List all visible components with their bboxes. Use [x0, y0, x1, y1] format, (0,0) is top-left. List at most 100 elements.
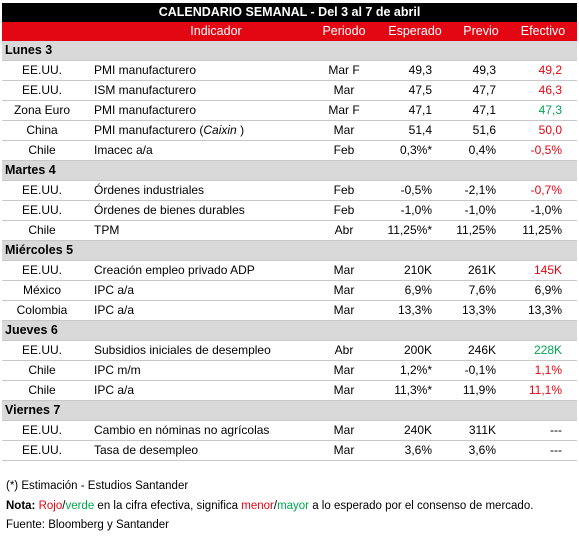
previous: 3,6%: [468, 443, 496, 457]
actual: -0,5%: [530, 143, 562, 157]
actual: 47,3: [538, 103, 562, 117]
country: EE.UU.: [21, 183, 62, 197]
note: Nota: Rojo/verde en la cifra efectiva, s…: [6, 497, 533, 517]
table-title: CALENDARIO SEMANAL - Del 3 al 7 de abril: [2, 3, 577, 22]
expected: 13,3%: [397, 303, 432, 317]
header-cell: Previo: [463, 24, 499, 38]
source: Fuente: Bloomberg y Santander: [6, 519, 170, 531]
actual: 1,1%: [534, 363, 562, 377]
data-row: EE.UU. PMI manufacturero Mar F 49,3 49,3 49,2: [2, 61, 577, 81]
indicator: TPM: [82, 221, 310, 240]
expected: 1,2%*: [399, 363, 432, 377]
indicator-text: IPC a/a: [94, 303, 135, 317]
data-row: México IPC a/a Mar 6,9% 7,6% 6,9%: [2, 281, 577, 301]
period: Mar: [333, 443, 355, 457]
indicator-italic: Caixin: [203, 123, 237, 137]
indicator-text: ISM manufacturero: [94, 83, 197, 97]
country: Chile: [28, 363, 56, 377]
indicator: ISM manufacturero: [82, 81, 310, 100]
previous: 49,3: [472, 63, 496, 77]
previous: 261K: [467, 263, 496, 277]
expected: 240K: [403, 423, 432, 437]
expected: -0,5%: [400, 183, 432, 197]
note-part: verde: [65, 499, 95, 512]
data-row: EE.UU. Creación empleo privado ADP Mar 210K…: [2, 261, 577, 281]
period: Mar: [333, 83, 355, 97]
header-row: Indicador Periodo Esperado Previo Efectivo: [2, 22, 577, 41]
actual: 13,3%: [527, 303, 562, 317]
period: Mar: [333, 263, 355, 277]
previous: 0,4%: [468, 143, 496, 157]
actual: 11,25%: [522, 223, 562, 237]
data-row: Chile Imacec a/a Feb 0,3%* 0,4% -0,5%: [2, 141, 577, 161]
note-part: /: [62, 499, 66, 512]
expected: 11,3%*: [394, 383, 432, 397]
period: Mar: [333, 423, 355, 437]
country: EE.UU.: [21, 343, 62, 357]
period: Feb: [333, 203, 355, 217]
header-spacer: [2, 22, 82, 41]
country: EE.UU.: [21, 263, 62, 277]
indicator: Subsidios iniciales de desempleo: [82, 341, 310, 360]
note-part: menor: [241, 499, 274, 512]
country: Chile: [28, 143, 56, 157]
actual: -1,0%: [530, 203, 562, 217]
indicator-text: Órdenes de bienes durables: [94, 203, 245, 217]
previous: 11,25%: [456, 223, 496, 237]
actual: ---: [550, 443, 562, 457]
data-row: EE.UU. Órdenes de bienes durables Feb -1,0%…: [2, 201, 577, 221]
note-label: Nota:: [6, 499, 36, 512]
previous: 246K: [467, 343, 496, 357]
indicator: Tasa de desempleo: [82, 441, 310, 460]
period: Mar: [333, 383, 355, 397]
footnote: (*) Estimación - Estudios Santander: [6, 480, 189, 492]
day-row: Jueves 6: [2, 321, 577, 341]
day-row: Lunes 3: [2, 41, 577, 61]
actual: 11,1%: [528, 383, 562, 397]
footer: (*) Estimación - Estudios Santander Nota…: [6, 477, 533, 536]
indicator-text: Creación empleo privado ADP: [94, 263, 255, 277]
data-row: EE.UU. ISM manufacturero Mar 47,5 47,7 46,3: [2, 81, 577, 101]
actual: 46,3: [538, 83, 562, 97]
data-row: EE.UU. Órdenes industriales Feb -0,5% -2,1% -…: [2, 181, 577, 201]
indicator-text: Tasa de desempleo: [94, 443, 199, 457]
indicator: IPC a/a: [82, 381, 310, 400]
data-row: Chile IPC a/a Mar 11,3%* 11,9% 11,1%: [2, 381, 577, 401]
country: EE.UU.: [21, 443, 62, 457]
indicator-text: Cambio en nóminas no agrícolas: [94, 423, 270, 437]
previous: 7,6%: [468, 283, 496, 297]
data-row: Chile IPC m/m Mar 1,2%* -0,1% 1,1%: [2, 361, 577, 381]
country: México: [22, 283, 61, 297]
expected: 51,4: [408, 123, 432, 137]
expected: 11,25%*: [387, 223, 432, 237]
previous: -2,1%: [464, 183, 496, 197]
previous: 51,6: [472, 123, 496, 137]
country: Zona Euro: [13, 103, 71, 117]
expected: 49,3: [408, 63, 432, 77]
data-row: Colombia IPC a/a Mar 13,3% 13,3% 13,3%: [2, 301, 577, 321]
indicator-text: Órdenes industriales: [94, 183, 205, 197]
actual: 145K: [533, 263, 562, 277]
country: EE.UU.: [21, 63, 62, 77]
indicator-text: TPM: [94, 223, 120, 237]
expected: 200K: [403, 343, 432, 357]
expected: 0,3%*: [399, 143, 432, 157]
header-cell: Indicador: [190, 24, 242, 38]
indicator: IPC a/a: [82, 301, 310, 320]
note-part: /: [273, 499, 278, 512]
period: Feb: [333, 183, 355, 197]
actual: 50,0: [538, 123, 562, 137]
indicator-text: PMI manufacturero: [94, 103, 197, 117]
indicator-text: IPC m/m: [94, 363, 141, 377]
period: Abr: [334, 343, 354, 357]
data-row: EE.UU. Tasa de desempleo Mar 3,6% 3,6% ---: [2, 441, 577, 461]
expected: 6,9%: [404, 283, 432, 297]
expected: 210K: [403, 263, 432, 277]
previous: -0,1%: [464, 363, 496, 377]
actual: 228K: [533, 343, 562, 357]
expected: 47,5: [408, 83, 432, 97]
country: EE.UU.: [21, 423, 62, 437]
indicator: IPC m/m: [82, 361, 310, 380]
actual: 49,2: [538, 63, 562, 77]
